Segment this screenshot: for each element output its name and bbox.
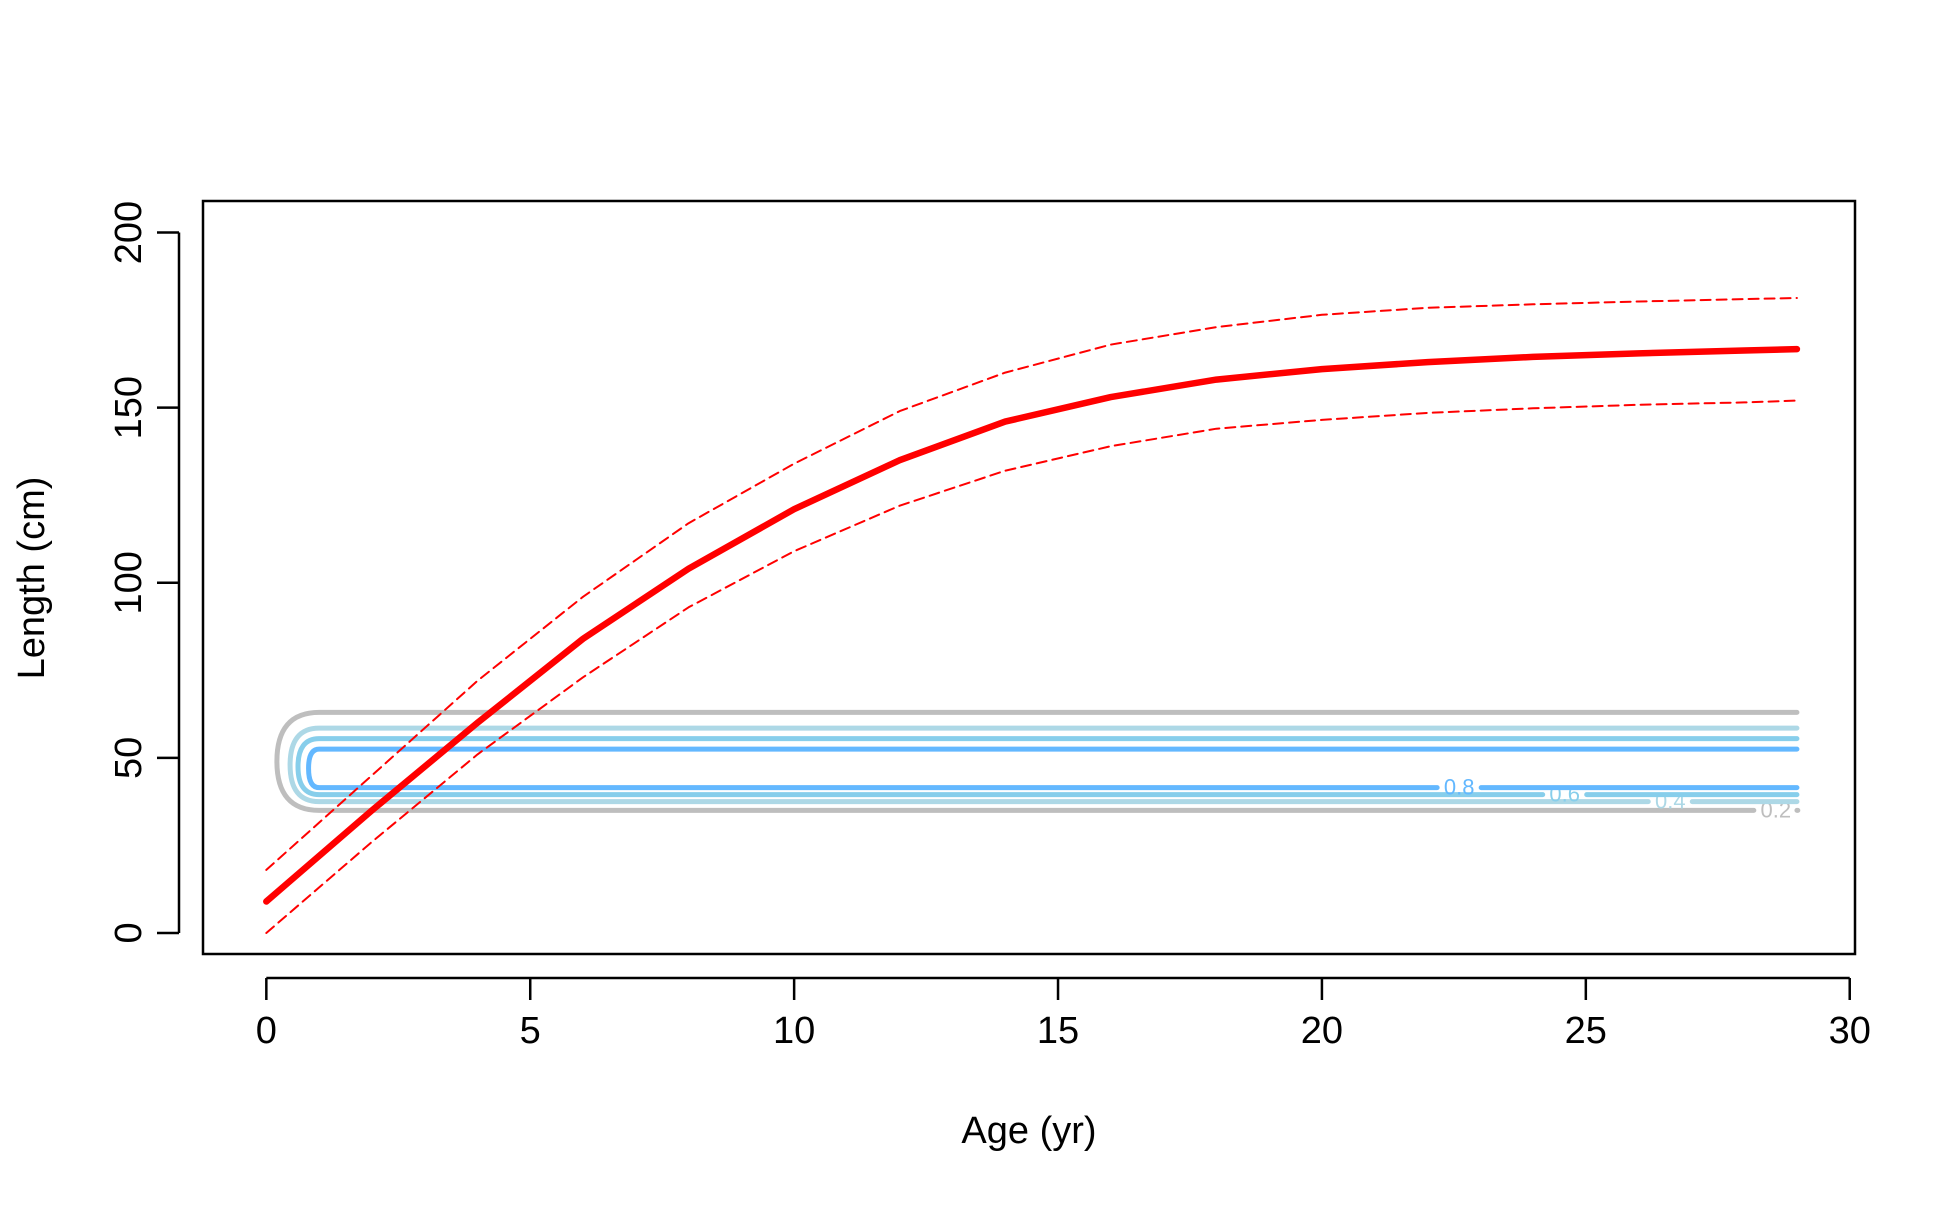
y-axis: 0 50 100 150 200 xyxy=(108,201,181,944)
x-tick-label-0: 0 xyxy=(256,1010,277,1052)
y-tick-label-150: 150 xyxy=(108,376,150,439)
x-tick-label-20: 20 xyxy=(1301,1010,1343,1052)
contour-layer: 0.20.40.60.8 xyxy=(274,709,1801,822)
contour-line-0-4 xyxy=(287,725,1800,805)
x-tick-label-25: 25 xyxy=(1565,1010,1607,1052)
contour-line-0-6 xyxy=(295,736,1800,798)
y-tick-label-0: 0 xyxy=(108,922,150,943)
growth-curve-line xyxy=(263,345,1801,905)
upper-interval-line xyxy=(265,297,1798,871)
x-axis: 0 5 10 15 20 25 30 xyxy=(256,976,1871,1052)
lower-interval-line xyxy=(265,399,1798,934)
plot-frame xyxy=(201,199,1857,956)
y-tick-label-200: 200 xyxy=(108,201,150,264)
y-tick-label-100: 100 xyxy=(108,551,150,614)
contour-label-0-8: 0.8 xyxy=(1444,775,1475,800)
x-axis-title: Age (yr) xyxy=(961,1110,1096,1152)
series-layer xyxy=(263,297,1801,934)
y-axis-title: Length (cm) xyxy=(11,477,53,680)
contour-line-0-8 xyxy=(306,746,1800,791)
x-tick-label-5: 5 xyxy=(520,1010,541,1052)
x-tick-label-10: 10 xyxy=(773,1010,815,1052)
contour-line-0-2 xyxy=(274,709,1801,813)
x-tick-label-15: 15 xyxy=(1037,1010,1079,1052)
y-tick-label-50: 50 xyxy=(108,737,150,779)
x-tick-label-30: 30 xyxy=(1829,1010,1871,1052)
